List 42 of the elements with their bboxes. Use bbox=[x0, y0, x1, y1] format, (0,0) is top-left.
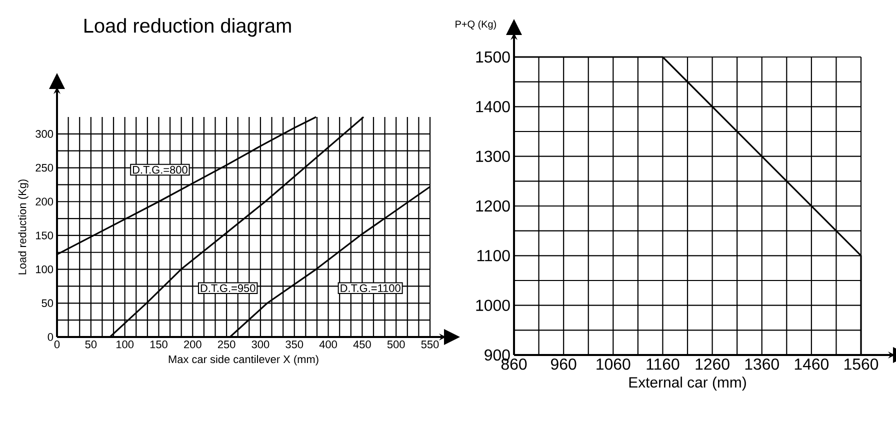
y-tick-label: 900 bbox=[484, 349, 510, 361]
x-tick-label: 960 bbox=[551, 358, 576, 370]
y-tick-label: 1400 bbox=[476, 101, 510, 112]
x-tick-label: 150 bbox=[150, 340, 168, 348]
y-tick-label: 150 bbox=[36, 232, 54, 240]
x-tick-label: 400 bbox=[319, 340, 337, 348]
x-tick-label: 1160 bbox=[646, 358, 680, 370]
x-tick-label: 500 bbox=[387, 340, 405, 348]
y-tick-label: 100 bbox=[36, 265, 54, 274]
x-tick-label: 1060 bbox=[596, 358, 630, 370]
y-tick-label: 1300 bbox=[476, 150, 510, 162]
y-tick-label: 200 bbox=[36, 198, 54, 206]
x-tick-label: 1460 bbox=[794, 358, 829, 370]
x-tick-label: 450 bbox=[353, 340, 371, 348]
x-tick-label: 1260 bbox=[696, 358, 730, 370]
y-tick-label: 1000 bbox=[476, 300, 510, 311]
x-tick-label: 0 bbox=[54, 340, 60, 348]
x-axis-title: External car (mm) bbox=[629, 376, 746, 391]
y-axis-title: P+Q (Kg) bbox=[456, 20, 496, 30]
y-tick-label: 50 bbox=[42, 299, 54, 308]
y-tick-label: 300 bbox=[36, 130, 54, 138]
y-tick-label: 1200 bbox=[476, 200, 510, 212]
y-tick-label: 0 bbox=[48, 333, 54, 341]
y-axis-title: Load reduction (Kg) bbox=[18, 180, 28, 274]
annotation: D.T.G.=1100 bbox=[340, 284, 400, 292]
x-tick-label: 200 bbox=[184, 340, 202, 348]
x-axis-title: Max car side cantilever X (mm) bbox=[168, 355, 318, 366]
y-tick-label: 1500 bbox=[476, 51, 510, 63]
x-tick-label: 50 bbox=[85, 340, 97, 348]
y-tick-label: 250 bbox=[36, 164, 54, 172]
x-tick-label: 100 bbox=[116, 340, 134, 348]
x-tick-label: 1360 bbox=[745, 358, 779, 370]
annotation: D.T.G.=950 bbox=[200, 284, 256, 292]
chart-title: Load reduction diagram bbox=[84, 18, 291, 37]
y-tick-label: 1100 bbox=[477, 250, 510, 262]
x-tick-label: 860 bbox=[501, 358, 527, 370]
annotation: D.T.G.=800 bbox=[132, 166, 188, 174]
x-tick-label: 1560 bbox=[844, 358, 878, 370]
x-tick-label: 550 bbox=[421, 340, 439, 348]
x-tick-label: 250 bbox=[218, 340, 236, 348]
x-tick-label: 300 bbox=[252, 340, 270, 348]
x-tick-label: 350 bbox=[286, 340, 304, 348]
